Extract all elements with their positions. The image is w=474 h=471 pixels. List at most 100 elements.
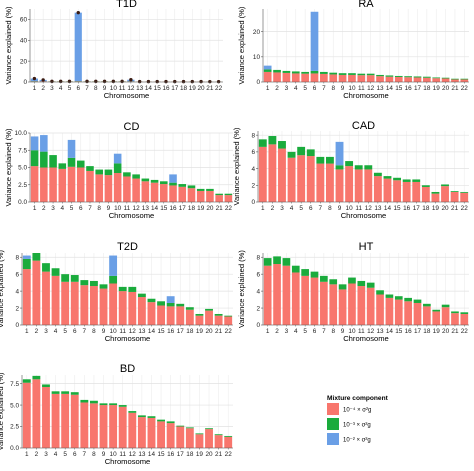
bar-chr4-component2 [291, 71, 300, 74]
bar-chr22-component1 [224, 436, 233, 448]
panel-title: CAD [352, 120, 375, 132]
x-tick-label: 7 [83, 328, 87, 335]
bar-chr11-component2 [354, 165, 363, 170]
x-tick-label: 1 [261, 205, 265, 212]
bar-chr8-component2 [95, 169, 103, 175]
bar-chr20-component1 [206, 190, 214, 202]
bar-chr2-component1 [268, 144, 277, 202]
point-marker [146, 79, 151, 84]
bar-chr6-component3 [310, 11, 319, 71]
bar-chr3-component1 [49, 167, 57, 202]
y-tick-label: 20 [20, 58, 28, 65]
x-tick-label: 20 [442, 328, 450, 335]
bar-chr16-component2 [404, 76, 412, 78]
x-tick-label: 14 [386, 85, 394, 92]
plot-background [263, 9, 469, 82]
y-tick-label: 4 [256, 288, 260, 295]
bar-chr12-component2 [366, 73, 375, 76]
x-tick-label: 15 [395, 328, 403, 335]
bar-chr22-component2 [224, 315, 233, 317]
x-tick-label: 1 [25, 328, 29, 335]
x-tick-label: 14 [384, 205, 392, 212]
x-tick-label: 13 [136, 85, 144, 92]
y-tick-label: 7.5 [18, 147, 27, 154]
x-tick-label: 10 [110, 85, 118, 92]
x-tick-label: 9 [341, 85, 345, 92]
bar-chr2-component2 [273, 256, 281, 265]
x-tick-label: 4 [294, 85, 298, 92]
bar-chr10-component2 [345, 161, 354, 167]
x-tick-label: 17 [171, 85, 179, 92]
x-tick-label: 13 [138, 451, 146, 458]
bar-chr2-component2 [32, 253, 41, 261]
bar-chr10-component2 [109, 275, 118, 284]
bar-chr1-component2 [22, 379, 31, 383]
bar-chr18-component1 [423, 306, 431, 325]
bar-chr12-component2 [366, 282, 375, 288]
bar-chr14-component1 [383, 178, 392, 202]
bar-chr22-component2 [224, 193, 233, 196]
bar-chr17-component1 [412, 181, 421, 202]
bar-chr21-component2 [214, 313, 223, 316]
x-tick-label: 18 [423, 85, 431, 92]
bar-chr15-component1 [157, 421, 166, 448]
x-tick-label: 4 [54, 328, 58, 335]
bar-chr22-component1 [460, 192, 469, 202]
x-tick-label: 6 [73, 328, 77, 335]
point-marker [137, 79, 142, 84]
legend-label: 10⁻⁴ × σ²g [343, 407, 371, 414]
panel-title: CD [124, 121, 140, 133]
point-marker [41, 78, 45, 82]
bar-chr3-component1 [278, 148, 286, 202]
bar-chr10-component3 [113, 153, 122, 164]
x-tick-label: 4 [290, 205, 294, 212]
x-tick-label: 11 [119, 85, 126, 92]
y-axis-label: Variance explained (%) [237, 6, 246, 84]
x-tick-label: 14 [151, 205, 159, 212]
x-tick-label: 17 [414, 328, 422, 335]
bar-chr11-component2 [357, 280, 366, 287]
x-tick-label: 21 [451, 328, 459, 335]
x-tick-label: 8 [94, 85, 98, 92]
y-tick-label: 0.0 [10, 445, 19, 452]
y-tick-label: 40 [20, 37, 28, 44]
x-tick-label: 12 [127, 85, 135, 92]
y-tick-label: 0 [256, 322, 260, 329]
x-tick-label: 21 [215, 451, 223, 458]
x-tick-label: 19 [196, 451, 204, 458]
bar-chr2-component1 [40, 167, 48, 202]
bar-chr12-component1 [132, 178, 140, 202]
x-tick-label: 1 [266, 328, 270, 335]
bar-chr5-component1 [301, 275, 309, 325]
bar-chr2-component1 [273, 72, 281, 82]
x-tick-label: 11 [124, 205, 131, 212]
x-axis-label: Chromosome [343, 91, 389, 100]
x-tick-label: 15 [158, 328, 166, 335]
x-tick-label: 16 [167, 328, 175, 335]
bar-chr3-component2 [49, 155, 57, 168]
point-marker [155, 79, 159, 84]
y-tick-label: 8 [251, 132, 255, 139]
y-tick-label: 6 [256, 271, 260, 278]
x-tick-label: 3 [285, 328, 289, 335]
x-tick-label: 8 [331, 85, 335, 92]
bar-chr15-component2 [157, 301, 166, 306]
legend-label: 10⁻² × σ²g [343, 438, 371, 444]
bar-chr17-component2 [413, 76, 422, 78]
x-tick-label: 12 [365, 205, 373, 212]
x-tick-label: 2 [35, 451, 39, 458]
bar-chr1-component1 [258, 146, 267, 202]
y-tick-label: 0 [23, 79, 27, 86]
bar-chr6-component1 [70, 394, 79, 448]
bar-chr20-component1 [441, 186, 449, 202]
x-tick-label: 19 [197, 205, 205, 212]
x-tick-label: 20 [441, 205, 449, 212]
x-tick-label: 19 [432, 205, 440, 212]
bar-chr14-component1 [150, 182, 159, 202]
y-tick-label: 8 [256, 254, 260, 261]
bar-chr20-component2 [441, 77, 450, 79]
x-tick-label: 9 [107, 205, 111, 212]
bar-chr17-component1 [413, 77, 422, 82]
legend-title: Mixture component [327, 395, 389, 402]
